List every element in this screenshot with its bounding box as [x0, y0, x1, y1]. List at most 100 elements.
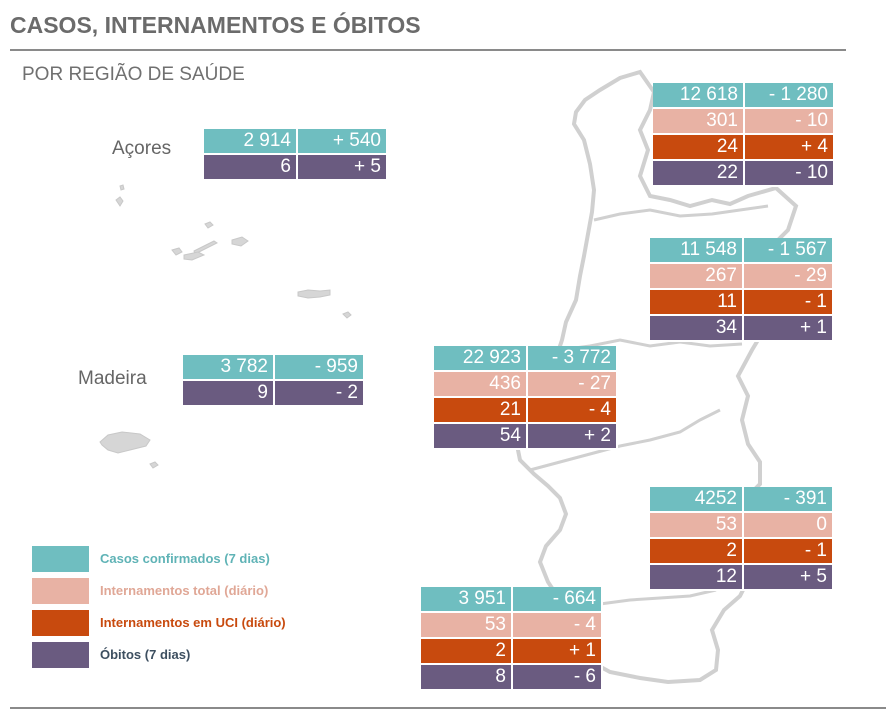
cases-value: 3 782 [183, 355, 275, 381]
deaths-change: + 5 [298, 155, 388, 181]
row-icu: 2 - 1 [650, 539, 834, 565]
page-subtitle: POR REGIÃO DE SAÚDE [22, 64, 245, 85]
icu-change: + 1 [513, 639, 603, 665]
hospitalized-value: 267 [650, 264, 744, 290]
legend-item-cases: Casos confirmados (7 dias) [32, 546, 332, 572]
cases-change: - 664 [513, 587, 603, 613]
cases-value: 3 951 [421, 587, 513, 613]
deaths-change: - 2 [275, 381, 365, 407]
cases-change: - 1 280 [745, 83, 835, 109]
row-cases: 11 548 - 1 567 [650, 238, 834, 264]
icu-change: + 4 [745, 135, 835, 161]
island-faial [171, 247, 183, 256]
icu-change: - 1 [744, 539, 834, 565]
cases-value: 12 618 [653, 83, 745, 109]
bottom-rule [10, 707, 886, 709]
row-hospitalized: 267 - 29 [650, 264, 834, 290]
deaths-value: 54 [434, 424, 528, 450]
hospitalized-value: 436 [434, 372, 528, 398]
deaths-value: 22 [653, 161, 745, 187]
deaths-value: 6 [204, 155, 298, 181]
mainland-portugal [513, 69, 799, 685]
cases-change: - 959 [275, 355, 365, 381]
legend-swatch-cases [32, 546, 89, 572]
icu-value: 21 [434, 398, 528, 424]
cases-value: 2 914 [204, 129, 298, 155]
icu-value: 2 [421, 639, 513, 665]
region-table-lisboa: 22 923 - 3 772 436 - 27 21 - 4 54 + 2 [434, 346, 618, 450]
row-deaths: 6 + 5 [204, 155, 388, 181]
row-deaths: 22 - 10 [653, 161, 835, 187]
legend-item-hospitalized: Internamentos total (diário) [32, 578, 332, 604]
row-cases: 2 914 + 540 [204, 129, 388, 155]
region-table-madeira: 3 782 - 959 9 - 2 [183, 355, 365, 407]
icu-change: - 1 [744, 290, 834, 316]
row-deaths: 9 - 2 [183, 381, 365, 407]
icu-change: - 4 [528, 398, 618, 424]
region-label-madeira: Madeira [78, 368, 147, 389]
row-cases: 12 618 - 1 280 [653, 83, 835, 109]
hospitalized-change: 0 [744, 513, 834, 539]
island-porto-santo [149, 461, 159, 469]
row-cases: 4252 - 391 [650, 487, 834, 513]
row-deaths: 12 + 5 [650, 565, 834, 591]
cases-value: 4252 [650, 487, 744, 513]
island-sao-miguel [297, 289, 331, 299]
island-flores [119, 184, 125, 191]
legend-swatch-deaths [32, 642, 89, 668]
hospitalized-change: - 4 [513, 613, 603, 639]
row-deaths: 54 + 2 [434, 424, 618, 450]
region-table-norte: 12 618 - 1 280 301 - 10 24 + 4 22 - 10 [653, 83, 835, 187]
cases-change: - 3 772 [528, 346, 618, 372]
island-pico [183, 251, 206, 261]
cases-change: - 391 [744, 487, 834, 513]
row-icu: 21 - 4 [434, 398, 618, 424]
row-cases: 3 782 - 959 [183, 355, 365, 381]
deaths-change: - 10 [745, 161, 835, 187]
page-title: CASOS, INTERNAMENTOS E ÓBITOS [10, 12, 421, 38]
row-hospitalized: 436 - 27 [434, 372, 618, 398]
legend-label-cases: Casos confirmados (7 dias) [100, 551, 270, 566]
hospitalized-value: 53 [421, 613, 513, 639]
row-icu: 24 + 4 [653, 135, 835, 161]
cases-change: - 1 567 [744, 238, 834, 264]
hospitalized-change: - 29 [744, 264, 834, 290]
island-graciosa [204, 221, 214, 229]
hospitalized-value: 53 [650, 513, 744, 539]
deaths-change: + 5 [744, 565, 834, 591]
island-corvo [115, 196, 124, 207]
row-cases: 3 951 - 664 [421, 587, 603, 613]
legend-label-icu: Internamentos em UCI (diário) [100, 615, 286, 630]
row-hospitalized: 53 - 4 [421, 613, 603, 639]
deaths-value: 8 [421, 665, 513, 691]
region-table-centro: 11 548 - 1 567 267 - 29 11 - 1 34 + 1 [650, 238, 834, 342]
row-icu: 11 - 1 [650, 290, 834, 316]
region-table-algarve: 3 951 - 664 53 - 4 2 + 1 8 - 6 [421, 587, 603, 691]
row-hospitalized: 301 - 10 [653, 109, 835, 135]
legend-item-deaths: Óbitos (7 dias) [32, 642, 332, 668]
icu-value: 24 [653, 135, 745, 161]
legend-swatch-icu [32, 610, 89, 636]
deaths-change: + 1 [744, 316, 834, 342]
region-table-alentejo: 4252 - 391 53 0 2 - 1 12 + 5 [650, 487, 834, 591]
row-deaths: 34 + 1 [650, 316, 834, 342]
island-terceira [231, 236, 249, 247]
deaths-value: 34 [650, 316, 744, 342]
row-icu: 2 + 1 [421, 639, 603, 665]
island-santa-maria [342, 311, 352, 319]
cases-change: + 540 [298, 129, 388, 155]
hospitalized-change: - 27 [528, 372, 618, 398]
title-rule [10, 49, 846, 51]
island-madeira [99, 431, 151, 454]
icu-value: 11 [650, 290, 744, 316]
legend-item-icu: Internamentos em UCI (diário) [32, 610, 332, 636]
cases-value: 22 923 [434, 346, 528, 372]
region-label-acores: Açores [112, 138, 172, 159]
deaths-change: - 6 [513, 665, 603, 691]
icu-value: 2 [650, 539, 744, 565]
row-hospitalized: 53 0 [650, 513, 834, 539]
cases-value: 11 548 [650, 238, 744, 264]
hospitalized-value: 301 [653, 109, 745, 135]
row-deaths: 8 - 6 [421, 665, 603, 691]
